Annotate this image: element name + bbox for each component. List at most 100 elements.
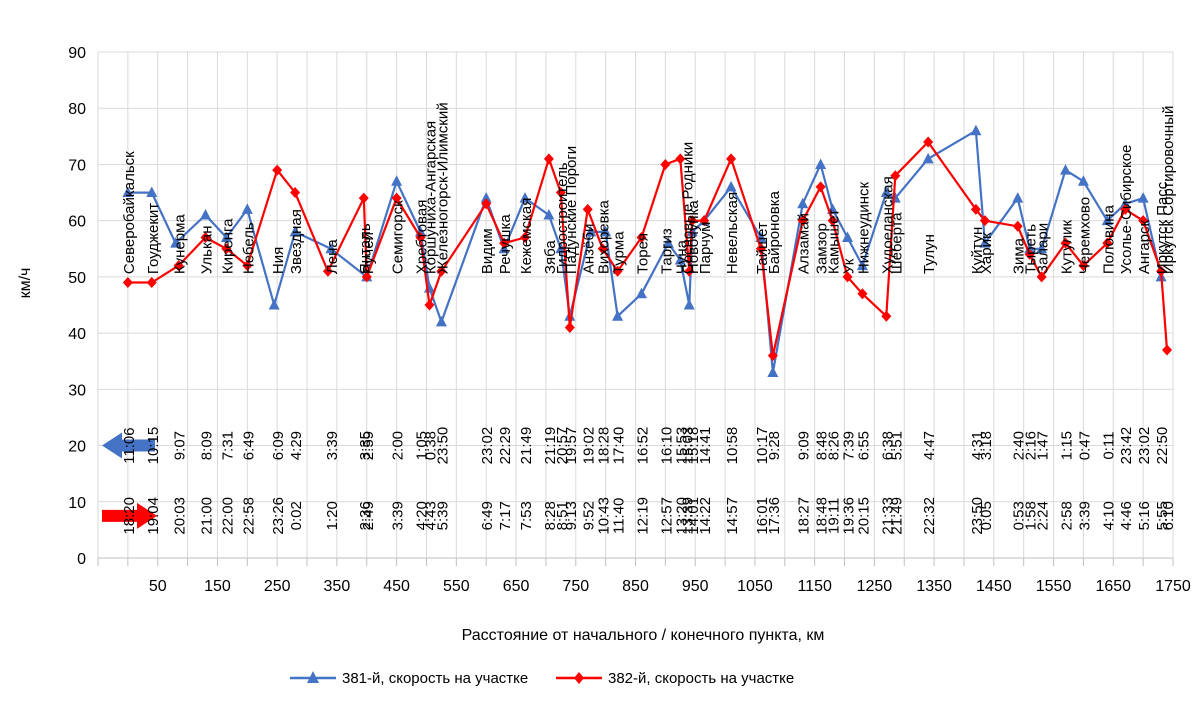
time-382-label: 16:01 <box>754 497 771 535</box>
point-382 <box>122 277 133 289</box>
time-382-label: 6:10 <box>1160 501 1177 530</box>
point-382 <box>797 215 808 227</box>
time-382-label: 14:01 <box>685 497 702 535</box>
point-381 <box>683 299 695 310</box>
time-381-label: 6:49 <box>240 431 257 460</box>
point-382 <box>1162 344 1173 356</box>
time-382-label: 20:15 <box>855 497 872 535</box>
point-381 <box>519 192 531 203</box>
time-381-label: 4:47 <box>921 431 938 460</box>
station-label: Сосновые Родники <box>679 142 696 274</box>
point-381 <box>325 242 337 254</box>
time-382-label: 19:04 <box>145 497 162 535</box>
time-381-label: 17:40 <box>611 427 628 465</box>
time-382-label: 12:57 <box>658 497 675 535</box>
station-label: Залари <box>1035 223 1052 274</box>
time-382-label: 7:17 <box>497 501 514 530</box>
legend-marker-382 <box>556 672 602 684</box>
time-381-label: 16:52 <box>635 427 652 465</box>
time-381-label: 9:09 <box>796 431 813 460</box>
time-382-label: 4:43 <box>423 501 440 530</box>
x-tick-label: 950 <box>682 578 709 595</box>
point-381 <box>979 237 991 248</box>
point-382 <box>1060 237 1071 249</box>
time-382-label: 3:39 <box>1076 501 1093 530</box>
time-381-label: 6:38 <box>879 431 896 460</box>
point-382 <box>979 215 990 227</box>
point-382 <box>391 192 402 204</box>
time-381-label: 10:15 <box>145 427 162 465</box>
station-label: Парчум <box>697 221 714 274</box>
time-381-label: 21:19 <box>542 427 559 465</box>
point-381 <box>612 310 624 321</box>
time-381-label: 10:17 <box>754 427 771 465</box>
point-381 <box>922 152 934 164</box>
time-381-label: 15:53 <box>673 427 690 465</box>
point-382 <box>481 198 492 210</box>
point-381 <box>1119 197 1131 209</box>
station-label: Звездная <box>288 209 305 274</box>
point-382 <box>687 215 698 227</box>
point-381 <box>856 259 868 271</box>
station-label: Иркутск Пасс. <box>1154 178 1171 275</box>
station-label: Харик <box>978 232 995 274</box>
time-381-label: 15:18 <box>685 427 702 465</box>
station-label: Торея <box>635 233 652 274</box>
point-382 <box>881 310 892 322</box>
time-381-label: 3:18 <box>978 431 995 460</box>
point-381 <box>635 287 647 299</box>
station-label: Ручей <box>360 232 377 274</box>
time-382-label: 1:20 <box>324 501 341 530</box>
time-382-label: 11:40 <box>611 498 628 534</box>
x-tick-label: 650 <box>503 578 530 595</box>
point-382 <box>726 153 737 165</box>
station-label: Ук <box>841 258 858 274</box>
station-label: Чуна <box>673 239 690 274</box>
point-382 <box>555 187 566 199</box>
time-382-label: 1:58 <box>1023 501 1040 530</box>
time-382-label: 3:39 <box>390 501 407 530</box>
time-381-label: 3:39 <box>324 431 341 460</box>
time-382-label: 23:26 <box>270 497 287 535</box>
point-382 <box>842 271 853 283</box>
legend: 381-й, скорость на участке 382-й, скорос… <box>0 664 1200 692</box>
point-381 <box>674 254 686 265</box>
station-label: Кежемская <box>518 198 535 274</box>
time-382-label: 4:10 <box>1100 501 1117 530</box>
time-382-label: 2:36 <box>357 501 374 530</box>
point-381 <box>268 299 280 310</box>
point-382 <box>322 265 333 277</box>
time-382-label: 14:22 <box>697 497 714 535</box>
time-381-label: 0:38 <box>423 431 440 460</box>
y-tick-label: 60 <box>68 214 86 231</box>
time-382-label: 22:00 <box>219 497 236 535</box>
point-381 <box>1137 192 1149 203</box>
time-381-label: 15:03 <box>679 427 696 465</box>
y-tick-label: 80 <box>68 101 86 118</box>
station-label: Худоеланская <box>879 176 896 274</box>
time-382-label: 8:51 <box>554 501 571 530</box>
time-382-label: 7:53 <box>518 501 535 530</box>
time-382-label: 18:20 <box>121 497 138 535</box>
x-tick-label: 1150 <box>797 578 832 595</box>
x-tick-label: 1350 <box>916 578 952 595</box>
point-382 <box>767 350 778 362</box>
station-label: Кунерма <box>172 214 189 275</box>
point-382 <box>1024 248 1035 260</box>
time-381-label: 3:35 <box>357 431 374 460</box>
station-label: Гидростроитель <box>554 162 571 274</box>
station-label: Алзамай <box>796 213 813 274</box>
time-382-label: 23:50 <box>969 497 986 535</box>
point-382 <box>582 203 593 215</box>
time-382-label: 5:55 <box>1154 501 1171 530</box>
time-381-label: 7:39 <box>841 431 858 460</box>
point-381 <box>662 237 674 248</box>
x-tick-label: 1550 <box>1036 578 1072 595</box>
point-381 <box>1060 164 1071 175</box>
x-tick-label: 750 <box>562 578 589 595</box>
point-381 <box>880 186 892 198</box>
point-382 <box>146 277 157 289</box>
time-382-label: 0:02 <box>288 501 305 530</box>
station-label: Анзёби <box>581 224 598 274</box>
